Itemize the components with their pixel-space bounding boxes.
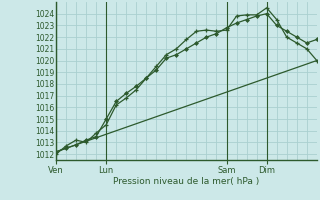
X-axis label: Pression niveau de la mer( hPa ): Pression niveau de la mer( hPa ) — [113, 177, 260, 186]
